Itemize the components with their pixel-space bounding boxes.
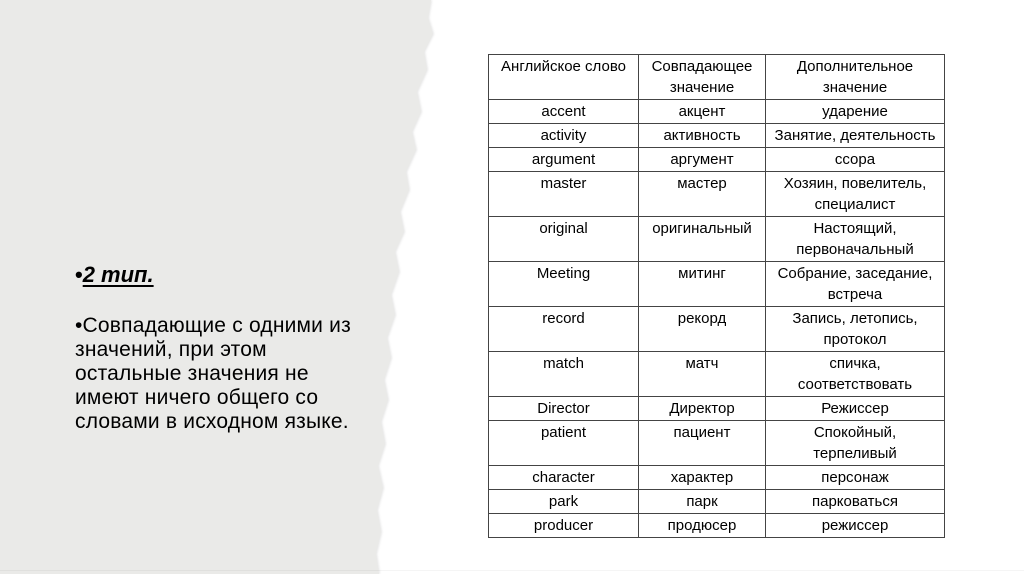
- table-row: Meeting митинг Собрание, заседание, встреч…: [488, 261, 945, 307]
- table-cell: парковаться: [765, 489, 945, 514]
- table-body: accent акцент ударение activity активность За…: [488, 99, 945, 538]
- table-cell: producer: [488, 513, 639, 538]
- table-row: activity активность Занятие, деятельность: [488, 123, 945, 148]
- table-cell: Директор: [638, 396, 766, 421]
- table-cell: original: [488, 216, 639, 262]
- table-cell: Настоящий, первоначальный: [765, 216, 945, 262]
- table-row: record рекорд Запись, летопись, протокол: [488, 306, 945, 352]
- table-row: patient пациент Спокойный, терпеливый: [488, 420, 945, 466]
- table-cell: record: [488, 306, 639, 352]
- table-row: park парк парковаться: [488, 489, 945, 514]
- table-cell: акцент: [638, 99, 766, 124]
- paragraph-line: значений, при этом: [75, 338, 267, 361]
- table-cell: характер: [638, 465, 766, 490]
- table-cell: ссора: [765, 147, 945, 172]
- heading-bullet: •: [75, 262, 83, 287]
- table-cell: митинг: [638, 261, 766, 307]
- table-cell: activity: [488, 123, 639, 148]
- table-cell: master: [488, 171, 639, 217]
- table-cell: Занятие, деятельность: [765, 123, 945, 148]
- table-cell: patient: [488, 420, 639, 466]
- table-row: accent акцент ударение: [488, 99, 945, 124]
- slide-heading: •2 тип.: [75, 262, 420, 288]
- table-cell: режиссер: [765, 513, 945, 538]
- table-cell: персонаж: [765, 465, 945, 490]
- table-cell: спичка, соответствовать: [765, 351, 945, 397]
- table-cell: оригинальный: [638, 216, 766, 262]
- table-row: master мастер Хозяин, повелитель, специали…: [488, 171, 945, 217]
- paragraph: •Совпадающие с одними из значений, при эт…: [75, 314, 420, 434]
- paragraph-line: остальные значения не: [75, 362, 309, 385]
- table-row: match матч спичка, соответствовать: [488, 351, 945, 397]
- table-cell: парк: [638, 489, 766, 514]
- table-row: Director Директор Режиссер: [488, 396, 945, 421]
- table-cell: ударение: [765, 99, 945, 124]
- paragraph-line: имеют ничего общего со: [75, 386, 319, 409]
- table-row: producer продюсер режиссер: [488, 513, 945, 538]
- table-cell: активность: [638, 123, 766, 148]
- column-header-additional-meaning: Дополнительное значение: [765, 54, 945, 100]
- table-cell: Meeting: [488, 261, 639, 307]
- table-cell: Режиссер: [765, 396, 945, 421]
- bottom-edge-line: [0, 570, 1024, 571]
- table-cell: match: [488, 351, 639, 397]
- paragraph-line: словами в исходном языке.: [75, 410, 349, 433]
- vocabulary-table: Английское слово Совпадающее значение До…: [488, 54, 945, 538]
- table-cell: accent: [488, 99, 639, 124]
- table-header-row: Английское слово Совпадающее значение До…: [488, 54, 945, 100]
- table-cell: пациент: [638, 420, 766, 466]
- table-cell: Собрание, заседание, встреча: [765, 261, 945, 307]
- table-cell: матч: [638, 351, 766, 397]
- column-header-english-word: Английское слово: [488, 54, 639, 100]
- table-cell: argument: [488, 147, 639, 172]
- table-cell: park: [488, 489, 639, 514]
- table-cell: character: [488, 465, 639, 490]
- table-cell: Запись, летопись, протокол: [765, 306, 945, 352]
- heading-text: 2 тип.: [82, 262, 154, 287]
- column-header-matching-meaning: Совпадающее значение: [638, 54, 766, 100]
- table-row: argument аргумент ссора: [488, 147, 945, 172]
- torn-paper-shape: [0, 0, 433, 574]
- paragraph-line: •Совпадающие с одними из: [75, 314, 351, 337]
- table-row: original оригинальный Настоящий, первонача…: [488, 216, 945, 262]
- table-row: character характер персонаж: [488, 465, 945, 490]
- table-cell: Спокойный, терпеливый: [765, 420, 945, 466]
- table-cell: Director: [488, 396, 639, 421]
- table-cell: продюсер: [638, 513, 766, 538]
- table-cell: Хозяин, повелитель, специалист: [765, 171, 945, 217]
- table-cell: рекорд: [638, 306, 766, 352]
- table-cell: мастер: [638, 171, 766, 217]
- left-text-block: •2 тип. •Совпадающие с одними из значений…: [75, 262, 420, 434]
- table-cell: аргумент: [638, 147, 766, 172]
